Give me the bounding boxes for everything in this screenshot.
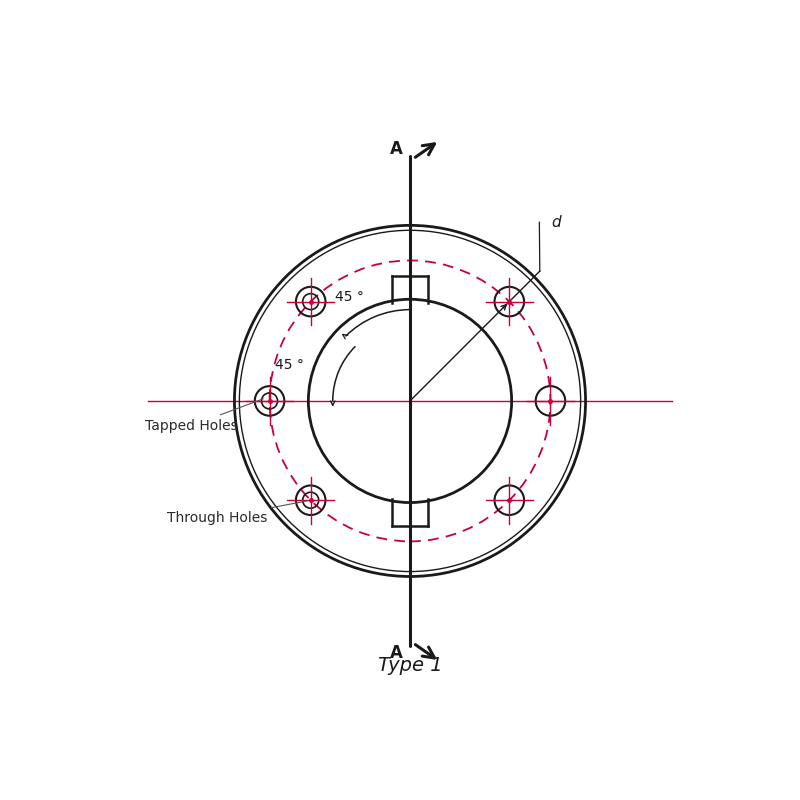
- Text: Type 1: Type 1: [378, 656, 442, 675]
- Text: 45 °: 45 °: [335, 290, 364, 304]
- Text: Tapped Holes: Tapped Holes: [145, 399, 263, 433]
- Text: d: d: [552, 214, 562, 230]
- Text: A: A: [390, 644, 403, 662]
- Text: 45 °: 45 °: [275, 358, 304, 371]
- Text: Through Holes: Through Holes: [166, 501, 308, 525]
- Text: A: A: [390, 139, 403, 158]
